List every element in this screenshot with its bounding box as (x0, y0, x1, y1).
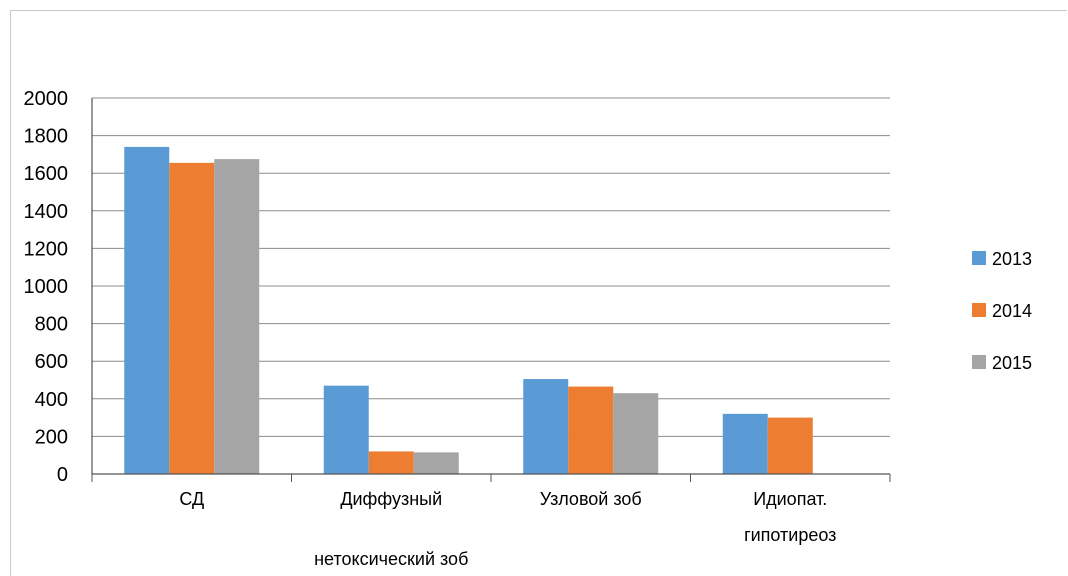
bar-2013 (523, 379, 569, 474)
legend: 2013 2014 2015 (972, 249, 1032, 373)
bars (124, 146, 813, 475)
legend-label: 2014 (992, 301, 1032, 321)
bar-2013 (722, 413, 768, 474)
gridlines (92, 97, 890, 437)
x-tick-label: гипотиреоз (744, 525, 836, 545)
x-tick-label: Узловой зоб (540, 489, 642, 509)
bar-2015 (214, 159, 260, 474)
legend-label: 2013 (992, 249, 1032, 269)
axes (91, 98, 891, 482)
y-tick-label: 400 (35, 389, 68, 411)
bar-2015 (613, 393, 659, 474)
y-tick-label: 600 (35, 351, 68, 373)
bar-2013 (124, 146, 170, 474)
x-tick-labels: СД Диффузный нетоксический зоб Узловой зоб И… (179, 489, 836, 569)
y-tick-label: 200 (35, 426, 68, 448)
y-tick-label: 0 (57, 464, 68, 486)
y-tick-label: 1800 (24, 126, 69, 148)
x-tick-label: Диффузный (340, 489, 442, 509)
y-tick-labels: 0 200 400 600 800 1000 1200 1400 1600 1800 2000 (24, 88, 69, 486)
x-tick-label: СД (179, 489, 204, 509)
bar-2015 (413, 452, 459, 474)
bar-2014 (368, 451, 414, 474)
y-tick-label: 2000 (24, 88, 69, 110)
x-tick-label: нетоксический зоб (314, 549, 468, 569)
x-tick-label: Идиопат. (753, 489, 827, 509)
bar-2013 (323, 385, 369, 474)
y-tick-label: 800 (35, 314, 68, 336)
legend-swatch-2014 (972, 303, 986, 317)
y-tick-label: 1200 (24, 238, 69, 260)
bar-2014 (169, 162, 215, 475)
chart-frame (10, 10, 1067, 576)
legend-swatch-2015 (972, 355, 986, 369)
legend-swatch-2013 (972, 251, 986, 265)
y-tick-label: 1400 (24, 201, 69, 223)
legend-label: 2015 (992, 353, 1032, 373)
y-tick-label: 1000 (24, 276, 69, 298)
bar-2014 (568, 386, 614, 474)
bar-2014 (767, 417, 813, 474)
y-tick-label: 1600 (24, 163, 69, 185)
